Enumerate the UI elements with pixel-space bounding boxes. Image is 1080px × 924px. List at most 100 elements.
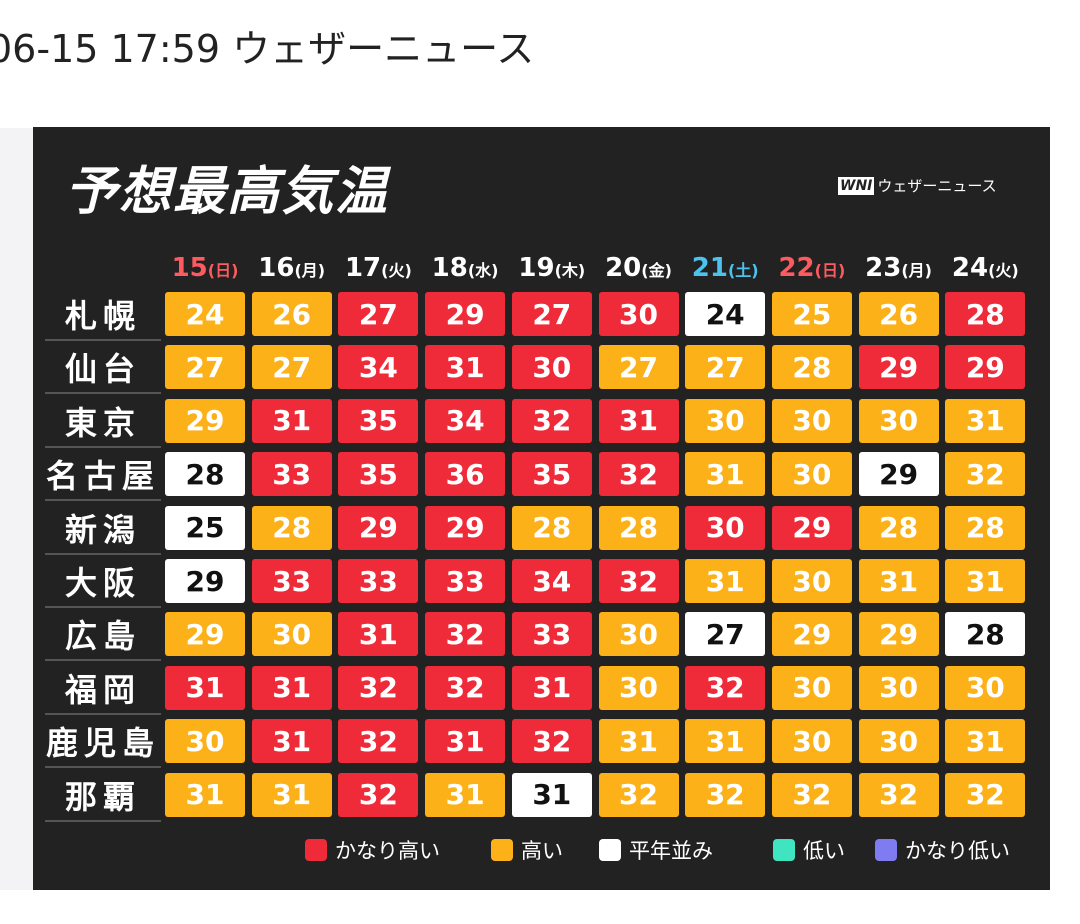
logo-mark: WNI xyxy=(838,176,875,195)
temperature-cell: 32 xyxy=(425,665,506,710)
temperature-cell: 32 xyxy=(425,612,506,657)
temperature-cell: 28 xyxy=(598,505,679,550)
temperature-cell: 31 xyxy=(685,559,766,603)
legend-item: 高い xyxy=(491,835,563,865)
temperature-cell: 30 xyxy=(685,505,766,550)
temperature-cell: 28 xyxy=(858,505,939,550)
day-header: 23(月) xyxy=(856,253,942,283)
logo-text: ウェザーニュース xyxy=(877,177,997,195)
legend-label: かなり高い xyxy=(335,839,440,863)
day-number: 16 xyxy=(258,253,295,283)
temperature-cell: 28 xyxy=(945,505,1026,550)
temperature-cell: 32 xyxy=(598,559,679,603)
temperature-cell: 30 xyxy=(685,398,766,443)
temperature-cell: 33 xyxy=(425,559,506,603)
temperature-cell: 30 xyxy=(858,665,939,710)
legend-item: 低い xyxy=(773,835,845,865)
temperature-cell: 31 xyxy=(945,398,1026,443)
temperature-cell: 31 xyxy=(511,772,592,817)
temperature-cell: 28 xyxy=(945,292,1026,336)
temperature-cell: 29 xyxy=(165,612,245,657)
temperature-cell: 27 xyxy=(685,345,766,390)
day-header: 24(火) xyxy=(942,253,1028,283)
row-separator xyxy=(45,499,161,502)
temperature-cell: 24 xyxy=(165,292,245,336)
row-separator xyxy=(45,392,161,395)
day-number: 23 xyxy=(865,253,902,283)
legend-label: 低い xyxy=(803,839,845,863)
forecast-card: 予想最高気温 WNI ウェザーニュース 15(日) 16(月) 17(火) 18(水) 1… xyxy=(33,127,1050,890)
temperature-cell: 35 xyxy=(511,452,592,497)
temperature-cell: 29 xyxy=(425,292,506,336)
temperature-cell: 30 xyxy=(771,665,852,710)
legend-swatch xyxy=(491,839,513,861)
temperature-cell: 32 xyxy=(945,452,1026,497)
temperature-cell: 31 xyxy=(945,559,1026,603)
day-number: 15 xyxy=(171,253,208,283)
day-number: 24 xyxy=(951,253,989,283)
weekday: (金) xyxy=(641,261,672,280)
city-name: 広島 xyxy=(64,617,141,656)
temperature-cell: 27 xyxy=(165,345,245,390)
temperature-cell: 28 xyxy=(511,505,592,550)
temperature-cell: 30 xyxy=(858,398,939,443)
temperature-cell: 30 xyxy=(251,612,332,657)
temperature-cell: 31 xyxy=(685,452,766,497)
temperature-cell: 30 xyxy=(598,612,679,657)
temperature-cell: 31 xyxy=(425,719,506,764)
temperature-cell: 31 xyxy=(425,772,506,817)
temperature-cell: 31 xyxy=(251,398,332,443)
card-title: 予想最高気温 xyxy=(65,162,390,222)
legend-swatch xyxy=(773,839,795,861)
temperature-cell: 29 xyxy=(771,612,852,657)
temperature-cell: 31 xyxy=(251,665,332,710)
day-number: 18 xyxy=(431,253,468,283)
temperature-cell: 30 xyxy=(771,452,852,497)
city-name: 鹿児島 xyxy=(45,724,160,763)
temperature-cell: 27 xyxy=(511,292,592,336)
day-header: 16(月) xyxy=(249,253,335,283)
temperature-cell: 27 xyxy=(251,345,332,390)
temperature-cell: 28 xyxy=(165,452,245,497)
temperature-cell: 28 xyxy=(945,612,1026,657)
city-name: 札幌 xyxy=(64,297,141,335)
day-header: 22(日) xyxy=(769,253,855,283)
day-number: 17 xyxy=(344,253,382,283)
row-separator xyxy=(45,766,161,769)
temperature-cell: 35 xyxy=(338,452,419,497)
row-separator xyxy=(45,552,161,555)
temperature-cell: 25 xyxy=(771,292,852,336)
weekday: (日) xyxy=(207,261,239,280)
temperature-cell: 33 xyxy=(511,612,592,657)
day-header: 15(日) xyxy=(162,253,248,283)
day-header: 18(水) xyxy=(422,253,508,283)
day-number: 22 xyxy=(778,253,815,283)
day-number: 21 xyxy=(691,253,728,283)
temperature-cell: 29 xyxy=(165,398,245,443)
temperature-cell: 31 xyxy=(251,772,332,817)
temperature-cell: 26 xyxy=(858,292,939,336)
temperature-cell: 32 xyxy=(511,719,592,764)
day-header: 21(土) xyxy=(682,253,768,283)
legend-label: 高い xyxy=(521,839,563,863)
temperature-cell: 31 xyxy=(425,345,506,390)
timestamp: 06-15 17:59 xyxy=(0,27,221,71)
weekday: (月) xyxy=(294,261,326,280)
side-panel xyxy=(0,128,33,890)
temperature-cell: 31 xyxy=(511,665,592,710)
weekday: (日) xyxy=(814,261,846,280)
temperature-cell: 34 xyxy=(338,345,419,390)
day-header: 17(火) xyxy=(335,253,421,283)
source: ウェザーニュース xyxy=(232,27,535,71)
temperature-cell: 29 xyxy=(945,345,1026,390)
weekday: (水) xyxy=(467,261,499,280)
temperature-cell: 33 xyxy=(338,559,419,603)
temperature-cell: 35 xyxy=(338,398,419,443)
day-header: 19(木) xyxy=(509,253,595,283)
temperature-cell: 32 xyxy=(945,772,1026,817)
temperature-cell: 30 xyxy=(771,559,852,603)
legend-swatch xyxy=(875,839,897,861)
temperature-cell: 28 xyxy=(771,345,852,390)
temperature-cell: 26 xyxy=(251,292,332,336)
